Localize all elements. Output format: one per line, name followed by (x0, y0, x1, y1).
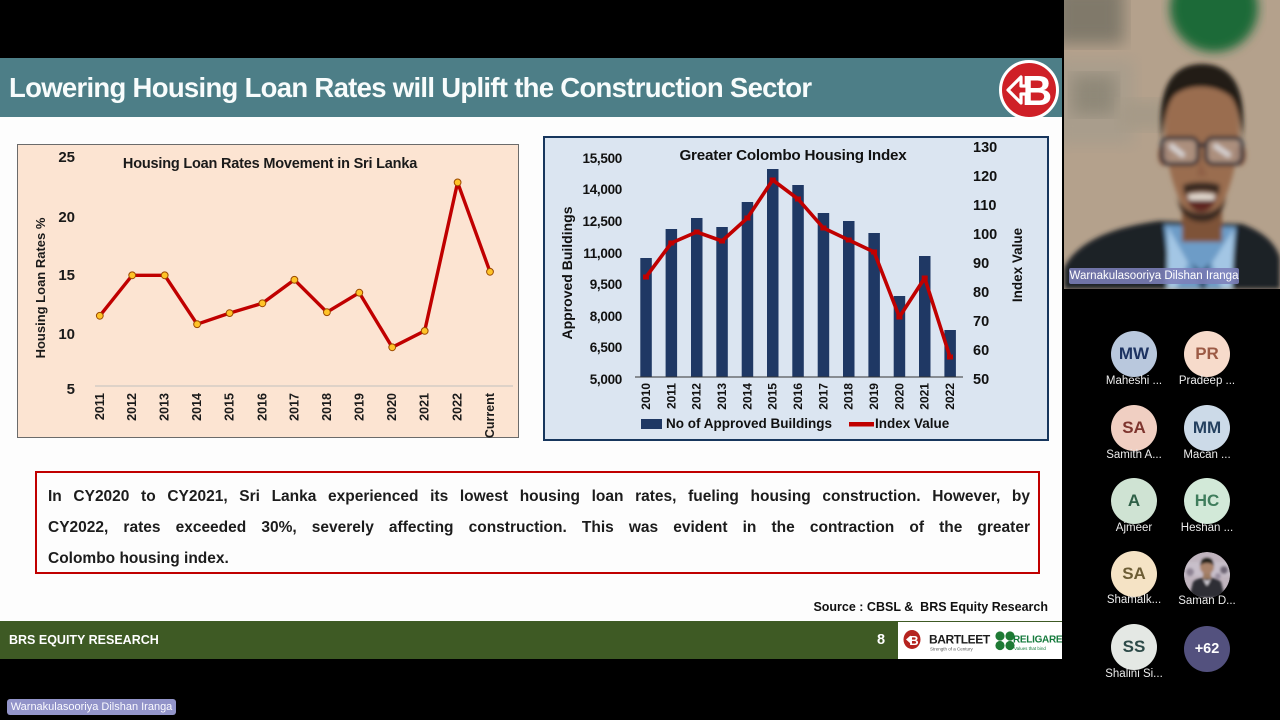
svg-text:2020: 2020 (385, 393, 399, 421)
svg-text:2021: 2021 (918, 383, 932, 410)
svg-text:120: 120 (973, 169, 997, 185)
svg-text:2015: 2015 (766, 383, 780, 410)
svg-text:2017: 2017 (287, 393, 301, 421)
svg-text:BARTLEET: BARTLEET (929, 633, 991, 647)
svg-text:10: 10 (58, 326, 75, 343)
svg-text:80: 80 (973, 285, 989, 301)
svg-text:5: 5 (67, 381, 75, 398)
svg-text:100: 100 (973, 227, 997, 243)
svg-text:2011: 2011 (93, 393, 107, 420)
svg-text:20: 20 (58, 209, 75, 226)
svg-text:2018: 2018 (320, 393, 334, 421)
svg-text:15: 15 (58, 267, 75, 284)
svg-text:2013: 2013 (158, 393, 172, 421)
svg-text:2022: 2022 (943, 383, 957, 410)
svg-text:70: 70 (973, 314, 989, 330)
svg-text:130: 130 (973, 140, 997, 156)
svg-text:12,500: 12,500 (583, 214, 623, 229)
svg-text:RELIGARE: RELIGARE (1013, 635, 1062, 646)
svg-text:2016: 2016 (255, 393, 269, 421)
svg-text:6,500: 6,500 (590, 340, 622, 355)
svg-text:5,000: 5,000 (590, 372, 622, 387)
svg-text:2017: 2017 (816, 383, 830, 410)
svg-text:2019: 2019 (352, 393, 366, 421)
svg-text:8,000: 8,000 (590, 309, 622, 324)
svg-text:2019: 2019 (867, 383, 881, 410)
svg-text:Values that bind: Values that bind (1014, 646, 1046, 651)
svg-text:14,000: 14,000 (583, 182, 623, 197)
svg-text:11,000: 11,000 (583, 246, 622, 261)
svg-text:Greater Colombo Housing Index: Greater Colombo Housing Index (679, 147, 907, 164)
svg-text:2015: 2015 (223, 393, 237, 421)
svg-text:110: 110 (973, 198, 996, 214)
svg-text:2011: 2011 (664, 383, 678, 409)
svg-text:2014: 2014 (740, 383, 754, 410)
svg-text:9,500: 9,500 (590, 277, 622, 292)
svg-text:Approved Buildings: Approved Buildings (559, 206, 575, 339)
svg-text:Strength of a Century: Strength of a Century (930, 647, 974, 652)
svg-text:2018: 2018 (842, 383, 856, 410)
svg-text:2014: 2014 (190, 393, 204, 421)
svg-text:90: 90 (973, 256, 989, 272)
svg-text:2022: 2022 (451, 393, 465, 421)
svg-text:Current: Current (483, 392, 497, 438)
svg-text:25: 25 (58, 149, 75, 166)
svg-text:2021: 2021 (418, 393, 432, 421)
svg-text:Housing Loan Rates %: Housing Loan Rates % (33, 217, 48, 358)
svg-text:2012: 2012 (125, 393, 139, 421)
svg-text:Housing Loan Rates Movement in: Housing Loan Rates Movement in Sri Lanka (123, 156, 418, 172)
svg-text:Index Value: Index Value (875, 416, 950, 431)
svg-text:15,500: 15,500 (583, 151, 623, 166)
svg-text:No of Approved Buildings: No of Approved Buildings (666, 416, 832, 431)
svg-text:2020: 2020 (892, 383, 906, 410)
svg-text:Index Value: Index Value (1010, 227, 1025, 302)
svg-text:B: B (909, 633, 918, 648)
svg-text:50: 50 (973, 372, 989, 388)
svg-text:2012: 2012 (690, 383, 704, 410)
svg-text:60: 60 (973, 343, 989, 359)
svg-text:2016: 2016 (791, 383, 805, 410)
svg-text:2010: 2010 (639, 383, 653, 410)
svg-text:2013: 2013 (715, 383, 729, 410)
